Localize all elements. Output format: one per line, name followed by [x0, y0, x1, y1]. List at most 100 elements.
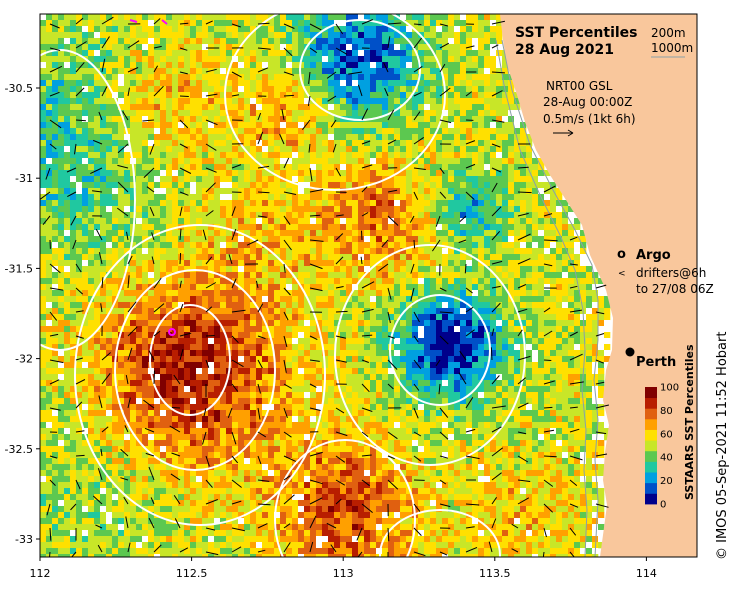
sst-cell [106, 164, 113, 171]
sst-cell [526, 146, 533, 153]
sst-cell [172, 68, 179, 75]
sst-cell [94, 44, 101, 51]
sst-cell [490, 194, 497, 201]
sst-cell [532, 284, 539, 291]
sst-cell [40, 230, 47, 237]
sst-cell [88, 92, 95, 99]
sst-cell [460, 338, 467, 345]
sst-cell [94, 26, 101, 33]
sst-cell [556, 236, 563, 243]
sst-cell [112, 26, 119, 33]
sst-cell [40, 218, 47, 225]
sst-cell [112, 44, 119, 51]
sst-cell [124, 350, 131, 357]
sst-cell [178, 218, 185, 225]
sst-cell [136, 284, 143, 291]
sst-cell [46, 152, 53, 159]
sst-cell [280, 200, 287, 207]
sst-cell [292, 212, 299, 219]
sst-cell [496, 110, 503, 117]
sst-cell [292, 98, 299, 105]
sst-cell [148, 200, 155, 207]
sst-cell [268, 176, 275, 183]
sst-cell [412, 218, 419, 225]
sst-cell [196, 44, 203, 51]
sst-cell [382, 302, 389, 309]
sst-cell [70, 158, 77, 165]
sst-cell [412, 242, 419, 249]
sst-cell [220, 104, 227, 111]
sst-cell [376, 338, 383, 345]
sst-cell [484, 302, 491, 309]
sst-cell [532, 212, 539, 219]
sst-cell [340, 200, 347, 207]
sst-cell [238, 326, 245, 333]
sst-cell [424, 278, 431, 285]
sst-cell [436, 320, 443, 327]
sst-cell [358, 128, 365, 135]
sst-cell [334, 98, 341, 105]
sst-cell [538, 158, 545, 165]
sst-cell [454, 272, 461, 279]
sst-cell [172, 356, 179, 363]
sst-cell [112, 242, 119, 249]
sst-cell [484, 320, 491, 327]
sst-cell [442, 38, 449, 45]
sst-cell [64, 224, 71, 231]
sst-cell [238, 242, 245, 249]
sst-cell [424, 200, 431, 207]
sst-cell [184, 32, 191, 39]
sst-cell [478, 284, 485, 291]
sst-cell [568, 278, 575, 285]
sst-cell [256, 26, 263, 33]
sst-cell [400, 134, 407, 141]
sst-cell [70, 182, 77, 189]
sst-cell [124, 104, 131, 111]
sst-cell [364, 44, 371, 51]
sst-cell [490, 122, 497, 129]
sst-cell [460, 170, 467, 177]
sst-cell [406, 302, 413, 309]
sst-cell [502, 236, 509, 243]
sst-cell [424, 86, 431, 93]
sst-cell [412, 176, 419, 183]
sst-cell [370, 110, 377, 117]
sst-cell [70, 266, 77, 273]
sst-cell [136, 242, 143, 249]
sst-cell [178, 194, 185, 201]
sst-cell [388, 344, 395, 351]
sst-cell [376, 194, 383, 201]
sst-cell [40, 74, 47, 81]
sst-cell [424, 152, 431, 159]
sst-cell [268, 110, 275, 117]
sst-cell [124, 326, 131, 333]
sst-cell [292, 278, 299, 285]
sst-cell [250, 290, 257, 297]
sst-cell [274, 122, 281, 129]
sst-cell [70, 80, 77, 87]
sst-cell [568, 314, 575, 321]
sst-cell [364, 344, 371, 351]
sst-cell [142, 146, 149, 153]
sst-cell [334, 122, 341, 129]
sst-cell [358, 134, 365, 141]
sst-cell [208, 284, 215, 291]
sst-cell [454, 350, 461, 357]
sst-cell [208, 290, 215, 297]
sst-cell [562, 314, 569, 321]
sst-cell [100, 200, 107, 207]
sst-cell [142, 284, 149, 291]
sst-cell [292, 62, 299, 69]
sst-cell [478, 134, 485, 141]
sst-cell [178, 140, 185, 147]
sst-cell [202, 320, 209, 327]
sst-cell [226, 230, 233, 237]
sst-cell [160, 218, 167, 225]
sst-cell [130, 50, 137, 57]
sst-cell [136, 272, 143, 279]
sst-cell [322, 110, 329, 117]
sst-cell [304, 170, 311, 177]
sst-cell [520, 248, 527, 255]
sst-cell [250, 38, 257, 45]
sst-cell [508, 170, 515, 177]
